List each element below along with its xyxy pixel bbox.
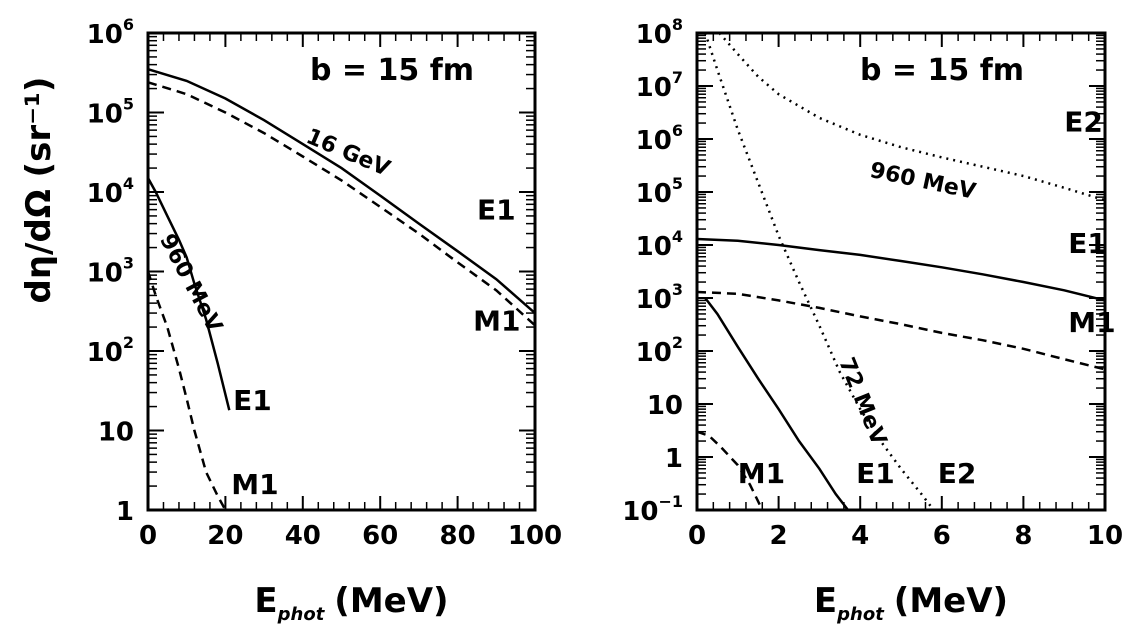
series-line-e2-72-mev [704,33,935,510]
x-tick-label: 60 [362,521,398,551]
series-line-e1-960-mev [148,177,231,411]
curve-multipole-label: E1 [856,457,895,490]
curve-multipole-label: M1 [231,468,278,501]
series-line-m1-16-gev [148,81,535,327]
x-tick-label: 40 [285,521,321,551]
x-tick-label: 0 [688,521,706,551]
curve-energy-label: 960 MeV [868,158,978,205]
series-line-e1-16-gev [148,68,535,315]
series-line-m1-960-mev [148,271,227,510]
y-tick-label: 103 [636,280,683,315]
curve-multipole-label: E1 [1068,227,1107,260]
y-tick-label: 102 [87,333,134,368]
series-line-e1-72-mev [704,297,849,510]
y-tick-label: 10−1 [622,492,683,527]
curve-multipole-label: M1 [1068,306,1115,339]
series-line-e1-960-mev [697,237,1105,302]
curve-multipole-label: E2 [938,457,977,490]
x-tick-label: 2 [770,521,788,551]
y-tick-label: 10 [98,418,134,448]
x-tick-label: 4 [851,521,869,551]
y-tick-label: 102 [636,333,683,368]
y-tick-label: 107 [636,68,683,103]
y-tick-label: 106 [87,15,134,50]
x-tick-label: 10 [1087,521,1123,551]
y-tick-label: 1 [116,497,134,527]
panel-right: 0 2 4 6 8 10 10−1 1 10 102 103 104 105 106 107 108 b = 1… [622,15,1123,625]
x-tick-label: 100 [508,521,562,551]
y-tick-label: 10 [647,391,683,421]
y-tick-label: 103 [87,254,134,289]
curve-multipole-label: M1 [473,305,520,338]
x-axis-title: Ephot (MeV) [254,581,448,625]
x-axis-title: Ephot (MeV) [814,581,1008,625]
curve-multipole-label: E2 [1064,105,1103,138]
y-tick-label: 104 [636,227,683,262]
curve-multipole-label: M1 [738,457,785,490]
series-line-m1-960-mev [697,290,1105,371]
y-tick-label: 105 [636,174,683,209]
x-tick-label: 6 [933,521,951,551]
y-tick-label: 108 [636,15,683,50]
y-axis-title: dη/dΩ (sr⁻¹) [19,77,59,304]
y-tick-label: 105 [87,95,134,130]
x-tick-label: 20 [207,521,243,551]
plot-frame [695,31,1107,512]
y-tick-label: 106 [636,121,683,156]
impact-parameter-annotation: b = 15 fm [310,53,474,88]
series-group [148,68,535,510]
curve-energy-label: 72 MeV [833,354,891,449]
series-line-m1-72-mev [697,430,764,510]
x-tick-label: 80 [440,521,476,551]
series-group [697,33,1105,510]
series-line-e2-960-mev [718,33,1105,202]
impact-parameter-annotation: b = 15 fm [860,53,1024,88]
x-tick-label: 0 [139,521,157,551]
curve-multipole-label: E1 [233,384,272,417]
x-tick-label: 8 [1014,521,1032,551]
curve-multipole-label: E1 [477,194,516,227]
y-tick-label: 104 [87,174,134,209]
y-tick-label: 1 [665,444,683,474]
